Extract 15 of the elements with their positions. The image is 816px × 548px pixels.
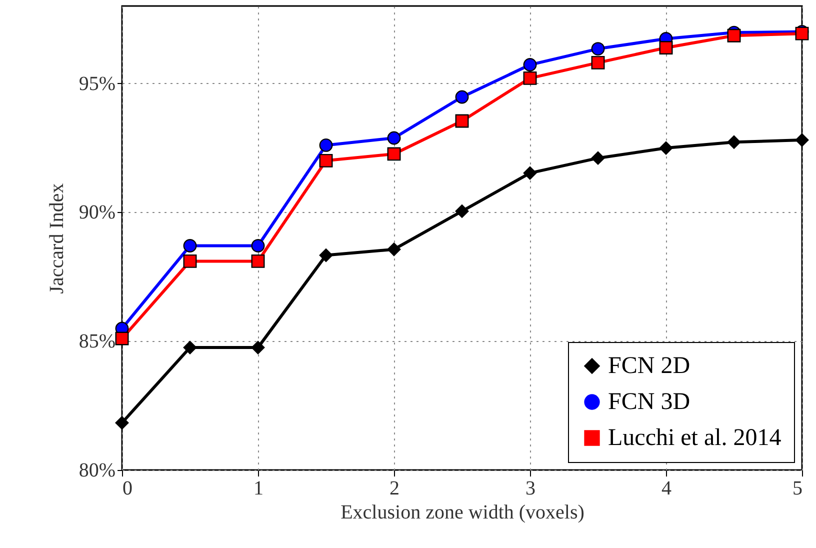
x-tick-label: 2: [390, 478, 400, 500]
legend-label: Lucchi et al. 2014: [608, 425, 782, 451]
legend-label: FCN 2D: [608, 353, 690, 379]
y-tick-label: 90%: [78, 202, 116, 224]
x-tick-label: 3: [526, 478, 536, 500]
legend-label: FCN 3D: [608, 389, 690, 415]
x-tick-label: 1: [254, 478, 264, 500]
y-tick-label: 85%: [78, 330, 116, 353]
x-tick-label: 0: [122, 478, 132, 500]
x-axis-title: Exclusion zone width (voxels): [340, 502, 584, 524]
y-tick-label: 80%: [78, 460, 116, 482]
y-axis-title: Jaccard Index: [46, 183, 68, 294]
x-tick-label: 4: [662, 478, 672, 500]
y-tick-label: 95%: [78, 72, 116, 95]
x-tick-label: 5: [792, 478, 802, 500]
